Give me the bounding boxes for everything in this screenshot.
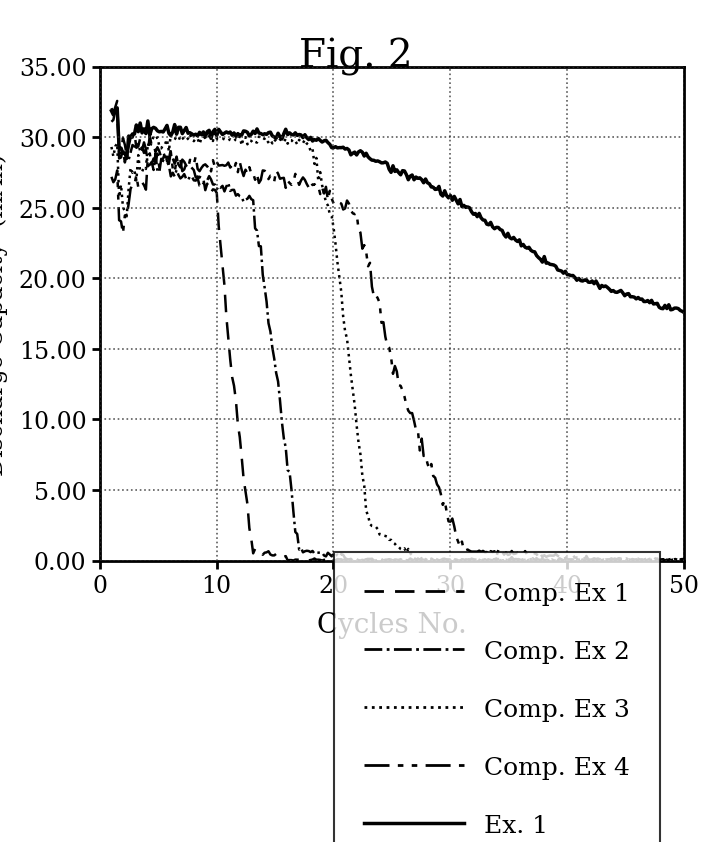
Comp. Ex 4: [459, 546, 468, 556]
Comp. Ex 3: [107, 142, 115, 152]
Comp. Ex 2: [109, 115, 117, 125]
Comp. Ex 4: [448, 514, 456, 524]
Comp. Ex 3: [451, 555, 460, 565]
Line: Comp. Ex 1: Comp. Ex 1: [111, 102, 684, 561]
Comp. Ex 2: [107, 118, 115, 128]
Comp. Ex 1: [461, 555, 470, 565]
Ex. 1: [459, 201, 468, 211]
Ex. 1: [627, 292, 636, 302]
Line: Comp. Ex 4: Comp. Ex 4: [111, 152, 684, 561]
Ex. 1: [449, 192, 458, 202]
Comp. Ex 1: [109, 109, 117, 119]
Comp. Ex 1: [629, 555, 638, 565]
Comp. Ex 1: [449, 553, 458, 563]
Ex. 1: [112, 104, 121, 114]
Comp. Ex 3: [679, 556, 688, 566]
Comp. Ex 4: [593, 554, 602, 564]
X-axis label: Cycles No.: Cycles No.: [317, 611, 466, 638]
Comp. Ex 4: [109, 178, 117, 188]
Comp. Ex 1: [107, 104, 115, 114]
Comp. Ex 2: [111, 106, 120, 116]
Ex. 1: [109, 110, 117, 120]
Comp. Ex 3: [442, 556, 451, 566]
Comp. Ex 1: [451, 555, 460, 565]
Comp. Ex 4: [449, 522, 458, 532]
Comp. Ex 4: [587, 556, 596, 566]
Ex. 1: [448, 196, 456, 206]
Line: Ex. 1: Ex. 1: [111, 109, 684, 313]
Line: Comp. Ex 3: Comp. Ex 3: [111, 134, 684, 561]
Comp. Ex 3: [449, 555, 458, 565]
Comp. Ex 1: [289, 556, 298, 566]
Comp. Ex 1: [112, 97, 121, 107]
Comp. Ex 3: [593, 554, 602, 564]
Comp. Ex 4: [167, 147, 175, 157]
Comp. Ex 2: [449, 554, 458, 564]
Text: Fig. 2: Fig. 2: [299, 38, 413, 76]
Comp. Ex 3: [211, 129, 219, 139]
Comp. Ex 4: [629, 555, 638, 565]
Comp. Ex 4: [679, 554, 688, 564]
Y-axis label: Discharge Capacity  (mAh): Discharge Capacity (mAh): [0, 153, 8, 475]
Comp. Ex 4: [107, 173, 115, 183]
Comp. Ex 2: [461, 556, 470, 566]
Comp. Ex 3: [109, 152, 117, 163]
Comp. Ex 2: [354, 556, 362, 566]
Comp. Ex 1: [593, 556, 602, 566]
Comp. Ex 2: [593, 555, 602, 565]
Comp. Ex 2: [679, 555, 688, 565]
Comp. Ex 1: [679, 555, 688, 565]
Legend: Comp. Ex 1, Comp. Ex 2, Comp. Ex 3, Comp. Ex 4, Ex. 1: Comp. Ex 1, Comp. Ex 2, Comp. Ex 3, Comp…: [334, 552, 659, 842]
Ex. 1: [107, 107, 115, 117]
Comp. Ex 2: [629, 555, 638, 565]
Ex. 1: [591, 276, 600, 286]
Comp. Ex 3: [461, 554, 470, 564]
Ex. 1: [679, 308, 688, 318]
Comp. Ex 2: [451, 555, 460, 565]
Line: Comp. Ex 2: Comp. Ex 2: [111, 111, 684, 561]
Comp. Ex 3: [629, 556, 638, 566]
